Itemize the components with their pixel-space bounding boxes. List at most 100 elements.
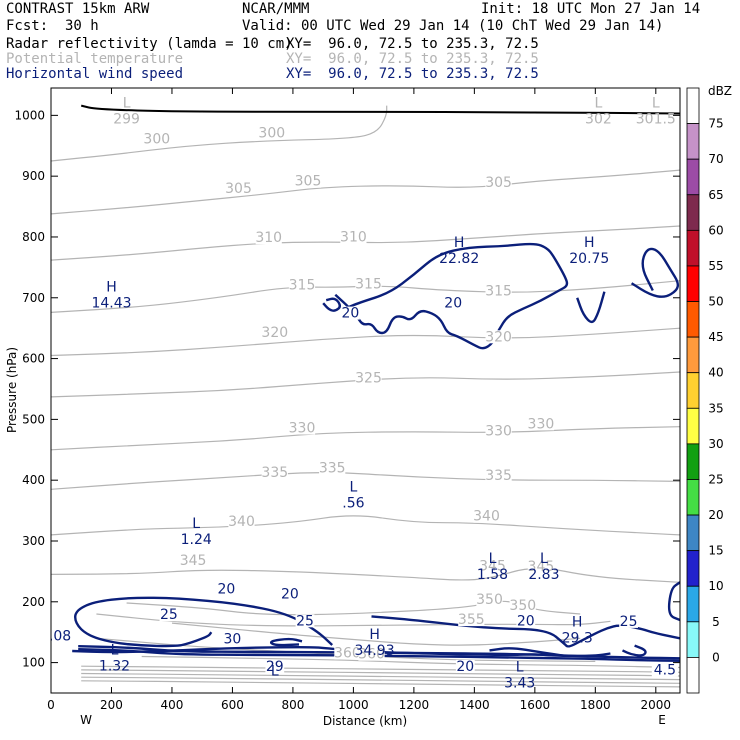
theta-contour-line xyxy=(51,515,680,536)
header-field-wind: Horizontal wind speed xyxy=(6,66,184,82)
header-valid: Valid: 00 UTC Wed 29 Jan 14 (10 ChT Wed … xyxy=(242,18,664,34)
theta-label: 340 xyxy=(473,509,500,525)
theta-label: 335 xyxy=(485,468,512,484)
x-tick-label: 200 xyxy=(100,698,123,712)
wind-label-bg xyxy=(516,614,536,628)
header-center: NCAR/MMM xyxy=(242,1,310,17)
theta-label-bg xyxy=(358,647,385,661)
colorbar-cell xyxy=(686,657,700,694)
extremum-kind: L xyxy=(271,663,279,679)
colorbar-label: 55 xyxy=(708,259,723,273)
theta-contour-line xyxy=(81,680,680,688)
colorbar-label: 60 xyxy=(708,223,723,237)
theta-contour-line xyxy=(51,426,680,451)
plot-frame xyxy=(50,87,681,694)
theta-label-bg xyxy=(225,182,252,195)
extremum-kind: H xyxy=(572,615,583,631)
extremum-kind: H xyxy=(106,280,117,296)
colorbar-cell xyxy=(686,621,700,658)
extremum-kind: L xyxy=(594,95,602,111)
wind-label: 4.5 xyxy=(654,663,676,679)
theta-label: 340 xyxy=(228,514,255,530)
theta-label-bg xyxy=(458,613,485,627)
extremum-kind: L xyxy=(540,551,548,567)
theta-label: 315 xyxy=(355,276,382,292)
header-fcst-value: 30 h xyxy=(65,18,99,34)
extremum-value: 22.82 xyxy=(439,251,479,267)
colorbar-cell xyxy=(686,336,700,374)
colorbar-label: 0 xyxy=(712,650,720,664)
theta-label: 300 xyxy=(143,132,170,148)
colorbar-label: 20 xyxy=(708,508,723,522)
x-tick-label: 1800 xyxy=(580,698,611,712)
theta-contour-line xyxy=(81,665,680,673)
extremum-value: 2.83 xyxy=(528,567,559,583)
wind-contour-line xyxy=(269,637,303,647)
theta-contours xyxy=(51,105,680,688)
theta-label: 330 xyxy=(289,421,316,437)
extremum-kind: L xyxy=(652,95,660,111)
colorbar-label: 40 xyxy=(708,366,723,380)
theta-label-bg xyxy=(476,593,503,606)
theta-label: 310 xyxy=(340,230,367,246)
theta-label: 355 xyxy=(458,612,485,628)
theta-label: 335 xyxy=(261,465,288,481)
x-tick-label: 1400 xyxy=(459,698,490,712)
theta-contour-line xyxy=(141,655,680,669)
x-tick-label: 800 xyxy=(281,698,304,712)
colorbar-cell xyxy=(686,514,700,552)
theta-label-bg xyxy=(261,465,288,479)
x-axis-label: Distance (km) xyxy=(323,714,407,728)
header-field-theta: Potential temperature xyxy=(6,51,184,67)
x-tick-label: 1600 xyxy=(520,698,551,712)
colorbar-cell xyxy=(686,87,700,124)
theta-label: 305 xyxy=(295,174,322,190)
x-tick-label: 400 xyxy=(161,698,184,712)
extremum-kind: L xyxy=(489,551,497,567)
wind-label: 20 xyxy=(217,582,235,598)
theta-label-bg xyxy=(143,132,170,146)
colorbar-label: 35 xyxy=(708,401,723,415)
y-tick-label: 400 xyxy=(22,473,45,487)
y-tick-label: 900 xyxy=(22,169,45,183)
wind-label-bg xyxy=(265,659,285,673)
theta-label-bg xyxy=(340,230,367,244)
x-tick-label: 600 xyxy=(221,698,244,712)
extremum-kind: H xyxy=(584,235,595,251)
theta-label: 315 xyxy=(485,284,512,300)
colorbar-cell xyxy=(686,443,700,480)
wind-label: 20 xyxy=(456,659,474,675)
theta-label: 335 xyxy=(319,461,346,477)
theta-label: 360 xyxy=(334,646,361,662)
colorbar-cell xyxy=(686,123,700,160)
y-tick-label: 700 xyxy=(22,291,45,305)
theta-label-bg xyxy=(288,278,316,292)
theta-label-bg xyxy=(485,284,512,298)
header-fcst-label: Fcst: xyxy=(6,18,49,34)
theta-label: 345 xyxy=(479,559,506,575)
theta-contour-line xyxy=(51,472,680,490)
theta-label-bg xyxy=(479,559,506,573)
colorbar-label: 75 xyxy=(708,117,723,131)
theta-contour-line xyxy=(96,613,611,627)
theta-contour-line xyxy=(51,327,680,357)
y-tick-label: 300 xyxy=(22,534,45,548)
extremum-value: 34.93 xyxy=(355,643,395,659)
theta-label: 325 xyxy=(355,371,382,387)
theta-contour-line xyxy=(51,105,388,162)
theta-label-bg xyxy=(485,175,512,189)
y-tick-label: 200 xyxy=(22,595,45,609)
theta-label: 330 xyxy=(485,424,512,440)
theta-label-bg xyxy=(355,277,382,291)
theta-label: 350 xyxy=(476,592,503,608)
header-init: Init: 18 UTC Mon 27 Jan 14 xyxy=(481,1,701,17)
wind-contour-line xyxy=(489,647,566,658)
wind-label: 29 xyxy=(266,659,284,675)
wind-label-bg xyxy=(223,632,242,646)
colorbar-label: 10 xyxy=(708,579,723,593)
theta-label-bg xyxy=(527,560,554,574)
theta-label: 350 xyxy=(509,598,536,614)
colorbar-cell xyxy=(686,158,700,196)
